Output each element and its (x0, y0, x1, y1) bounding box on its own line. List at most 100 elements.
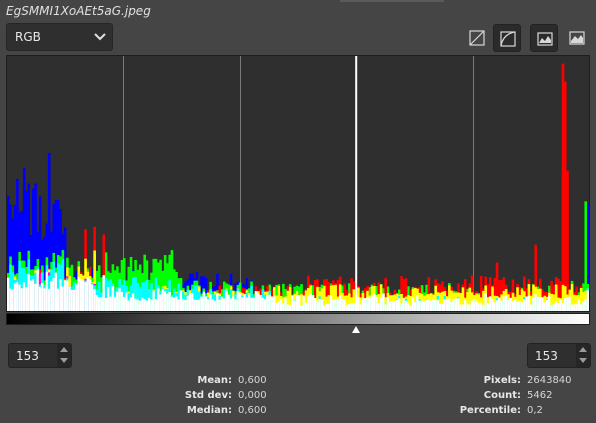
white-overlap-bar (91, 284, 94, 311)
histogram-plot[interactable] (7, 56, 589, 311)
white-overlap-bar (437, 300, 440, 311)
white-overlap-bar (9, 289, 12, 311)
white-overlap-bar (241, 297, 244, 311)
white-overlap-bar (59, 279, 62, 311)
channel-select-value: RGB (15, 30, 41, 44)
white-overlap-bar (584, 299, 587, 311)
range-high-value: 153 (535, 349, 558, 363)
white-overlap-bar (134, 299, 137, 311)
white-overlap-bar (409, 306, 412, 311)
white-overlap-bar (439, 304, 442, 311)
white-overlap-bar (314, 298, 317, 311)
white-overlap-bar (121, 292, 124, 311)
white-overlap-bar (478, 303, 481, 311)
white-overlap-bar (291, 296, 294, 311)
range-marker-handle[interactable] (352, 326, 360, 333)
white-overlap-bar (546, 300, 549, 311)
white-overlap-bar (469, 305, 472, 311)
white-overlap-bar (50, 281, 53, 311)
white-overlap-bar (359, 305, 362, 312)
white-overlap-bar (396, 300, 399, 311)
white-overlap-bar (191, 293, 194, 311)
white-overlap-bar (273, 296, 276, 311)
white-overlap-bar (239, 294, 242, 311)
white-overlap-bar (284, 298, 287, 311)
stddev-label: Std dev: (160, 388, 232, 403)
white-overlap-bar (457, 298, 460, 311)
white-overlap-bar (164, 291, 167, 311)
white-overlap-bar (218, 300, 221, 311)
white-overlap-bar (343, 300, 346, 311)
white-overlap-bar (453, 299, 456, 311)
mean-label: Mean: (160, 373, 232, 388)
white-overlap-bar (332, 300, 335, 311)
white-overlap-bar (146, 301, 149, 311)
pixels-value: 2643840 (527, 373, 572, 388)
log-histogram-button[interactable] (493, 24, 521, 52)
range-low-spinner[interactable]: 153 (8, 343, 72, 368)
white-overlap-bar (428, 299, 431, 311)
white-overlap-bar (423, 302, 426, 311)
white-overlap-bar (537, 297, 540, 311)
perceptual-button[interactable] (530, 24, 558, 52)
white-overlap-bar (532, 298, 535, 311)
white-overlap-bar (466, 304, 469, 311)
white-overlap-bar (280, 299, 283, 311)
percentile-label: Percentile: (445, 403, 521, 418)
white-overlap-bar (519, 301, 522, 311)
linear-histogram-button[interactable] (463, 24, 491, 52)
stats-left: Mean: 0,600 Std dev: 0,000 Median: 0,600 (160, 373, 267, 418)
white-overlap-bar (223, 298, 226, 311)
white-overlap-bar (382, 293, 385, 311)
white-overlap-bar (541, 298, 544, 311)
white-overlap-bar (16, 282, 19, 311)
white-overlap-bar (364, 298, 367, 311)
white-overlap-bar (43, 288, 46, 311)
white-overlap-bar (346, 305, 349, 311)
range-high-increment[interactable] (579, 347, 587, 352)
white-overlap-bar (366, 297, 369, 311)
white-overlap-bar (462, 304, 465, 311)
range-low-increment[interactable] (60, 347, 68, 352)
chevron-down-icon (94, 32, 106, 42)
range-high-decrement[interactable] (579, 358, 587, 363)
white-overlap-bar (503, 297, 506, 311)
gradient-button[interactable] (563, 24, 591, 52)
white-overlap-bar (157, 288, 160, 311)
pixels-label: Pixels: (445, 373, 521, 388)
range-low-decrement[interactable] (60, 358, 68, 363)
white-overlap-bar (312, 295, 315, 311)
white-overlap-bar (112, 286, 115, 311)
white-overlap-bar (84, 282, 87, 311)
white-overlap-bar (412, 297, 415, 311)
white-overlap-bar (544, 303, 547, 311)
white-overlap-bar (480, 303, 483, 311)
white-overlap-bar (353, 303, 356, 311)
range-high-spinner[interactable]: 153 (527, 343, 591, 368)
white-overlap-bar (198, 300, 201, 311)
red-channel-bar (562, 64, 565, 311)
white-overlap-bar (214, 301, 217, 311)
white-overlap-bar (250, 298, 253, 311)
white-overlap-bar (278, 302, 281, 311)
white-overlap-bar (339, 296, 342, 311)
channel-select[interactable]: RGB (6, 23, 113, 51)
white-overlap-bar (575, 304, 578, 311)
white-overlap-bar (362, 298, 365, 311)
white-overlap-bar (487, 303, 490, 311)
white-overlap-bar (93, 289, 96, 311)
red-channel-bar (566, 171, 569, 311)
log-histogram-icon (500, 31, 516, 47)
white-overlap-bar (166, 294, 169, 311)
white-overlap-bar (139, 301, 142, 311)
white-overlap-bar (193, 300, 196, 311)
white-overlap-bar (89, 280, 92, 311)
histogram-view[interactable] (6, 55, 590, 312)
white-overlap-bar (471, 301, 474, 311)
white-overlap-bar (77, 277, 80, 311)
median-value: 0,600 (238, 403, 267, 418)
white-overlap-bar (209, 294, 212, 311)
white-overlap-bar (321, 300, 324, 311)
white-overlap-bar (159, 294, 162, 311)
white-overlap-bar (105, 298, 108, 311)
